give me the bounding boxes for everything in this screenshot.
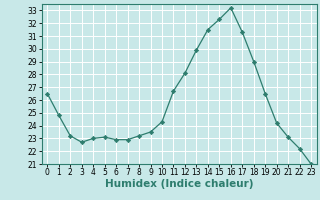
X-axis label: Humidex (Indice chaleur): Humidex (Indice chaleur) [105,179,253,189]
